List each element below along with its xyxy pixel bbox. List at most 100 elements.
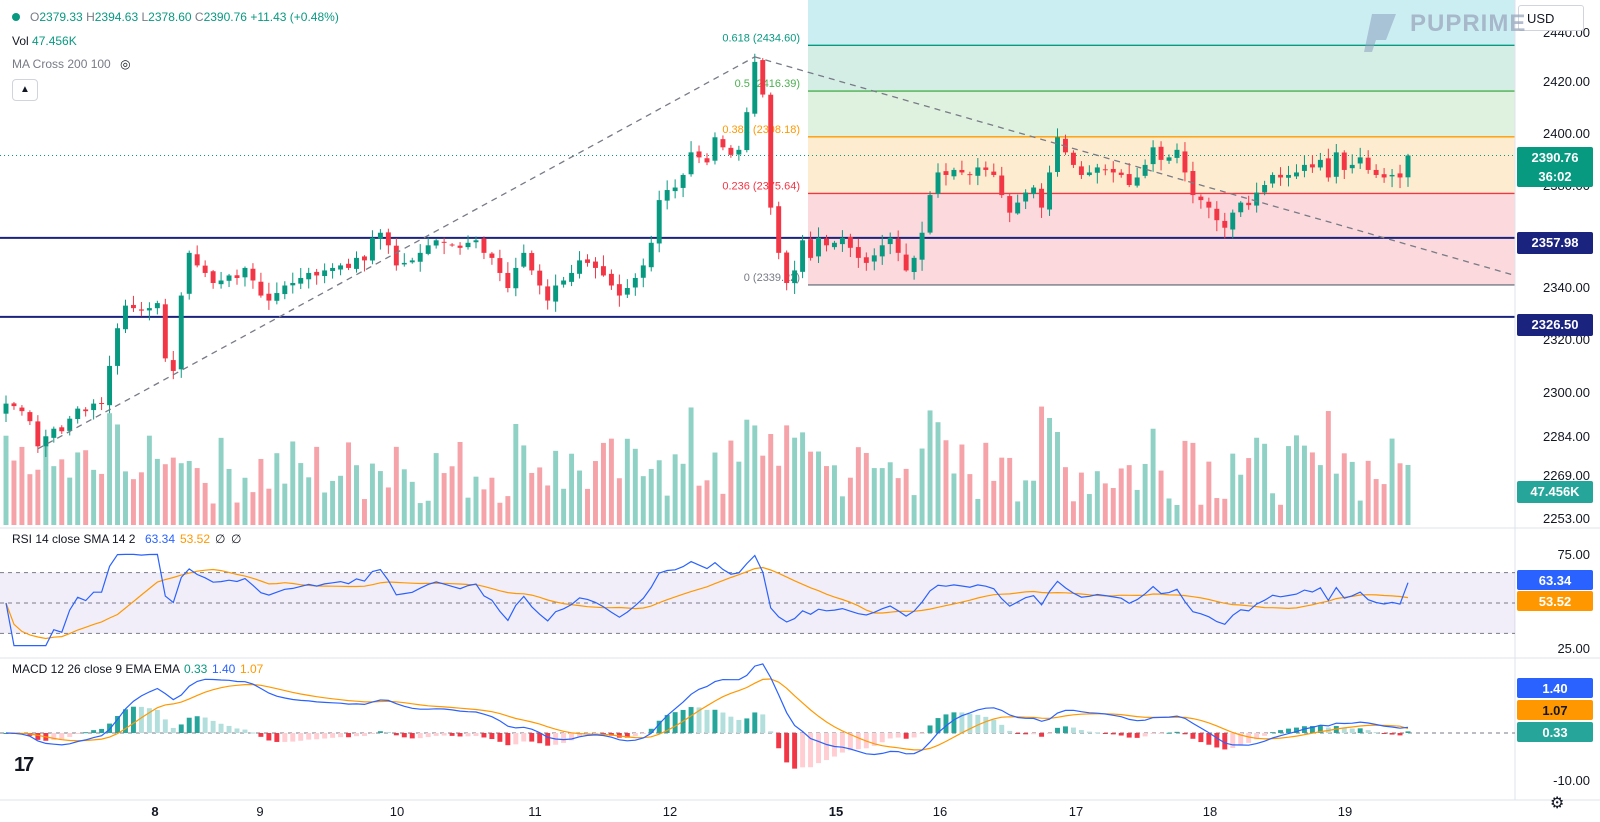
candle-body [210, 271, 216, 283]
volume-bar [616, 478, 622, 525]
volume-bar [75, 452, 81, 525]
candle-body [1142, 164, 1148, 176]
macd-histogram-bar [1126, 733, 1132, 738]
volume-bar [800, 432, 806, 525]
candle-body [959, 169, 965, 173]
volume-bar [1278, 504, 1284, 525]
ma-cross-legend[interactable]: MA Cross 200 100 ◎ [12, 57, 131, 71]
candle-body [59, 427, 65, 432]
volume-bar [1047, 417, 1053, 525]
volume-bar [409, 481, 415, 525]
volume-bar [553, 450, 559, 525]
candle-body [202, 265, 208, 273]
volume-bar [903, 468, 909, 525]
candle-body [1254, 192, 1260, 206]
macd-histogram-bar [1055, 727, 1060, 733]
candle-body [561, 280, 567, 285]
candle-body [800, 240, 806, 272]
volume-bar [816, 451, 821, 525]
macd-histogram-bar [1047, 733, 1053, 734]
volume-bar [577, 470, 583, 525]
volume-bar [250, 492, 256, 525]
volume-bar [919, 448, 925, 525]
candle-body [186, 252, 192, 294]
volume-bar [1015, 501, 1021, 525]
candle-body [115, 328, 120, 366]
volume-bar [298, 463, 304, 525]
candle-body [1309, 164, 1315, 168]
candle-body [1230, 212, 1236, 230]
candle-body [720, 139, 726, 148]
volume-bar [481, 489, 487, 525]
macd-histogram-bar [481, 733, 487, 738]
volume-bar [465, 497, 471, 525]
support-badge-upper: 2357.98 [1517, 232, 1593, 254]
candle-body [1118, 172, 1124, 175]
volume-bar [831, 465, 837, 525]
candle-body [1365, 157, 1371, 170]
macd-histogram-bar [672, 712, 678, 733]
macd-histogram-bar [1062, 726, 1068, 733]
volume-bar [11, 460, 17, 525]
volume-bar [569, 453, 575, 525]
macd-histogram-bar [839, 733, 845, 753]
fib-level-label: 0.382 (2398.18) [722, 124, 800, 136]
volume-bar [1317, 465, 1323, 525]
candle-body [258, 281, 264, 296]
macd-histogram-bar [433, 733, 439, 736]
volume-bar [1270, 493, 1276, 525]
last-price-badge: 2390.76 36:02 [1517, 147, 1593, 187]
currency-selector[interactable]: USD [1518, 5, 1584, 31]
macd-histogram-bar [616, 733, 622, 738]
volume-bar [441, 473, 447, 525]
volume-bar [1405, 464, 1411, 525]
volume-bar [1158, 470, 1164, 525]
volume-bar [760, 455, 766, 525]
candle-body [67, 418, 73, 431]
volume-bar [226, 468, 232, 525]
candle-body [927, 195, 933, 233]
volume-bar [1286, 446, 1291, 525]
volume-bar [1373, 479, 1379, 525]
volume-bar [1062, 467, 1068, 525]
macd-histogram-bar [1023, 733, 1029, 735]
volume-bar [1031, 480, 1037, 525]
candle-body [138, 309, 144, 311]
macd-histogram-bar [1397, 733, 1403, 736]
candle-body [99, 403, 105, 405]
macd-histogram-bar [632, 733, 638, 737]
macd-histogram-bar [1086, 731, 1092, 733]
candle-body [83, 409, 89, 412]
candle-body [879, 245, 885, 257]
candle-body [752, 61, 758, 114]
macd-histogram-bar [1150, 733, 1156, 734]
candle-body [401, 262, 407, 265]
macd-histogram-bar [385, 731, 391, 733]
candle-body [784, 252, 790, 283]
macd-badge: 1.40 [1517, 678, 1593, 698]
candle-body [91, 403, 97, 411]
candle-body [497, 258, 503, 273]
eye-hidden-icon[interactable]: ◎ [120, 57, 131, 71]
candle-body [1015, 202, 1021, 214]
support-badge-lower-text: 2326.50 [1532, 317, 1579, 332]
macd-badge-text: 1.40 [1542, 681, 1567, 696]
macd-title: MACD 12 26 close 9 EMA EMA [12, 662, 180, 676]
collapse-legend-button[interactable]: ▲ [12, 79, 38, 101]
candle-body [600, 266, 606, 276]
macd-histogram-bar [409, 733, 415, 739]
volume-bar [306, 477, 312, 525]
macd-histogram-bar [130, 706, 136, 733]
candle-body [760, 60, 766, 95]
gear-icon[interactable]: ⚙ [1550, 795, 1565, 812]
candle-body [1373, 169, 1379, 175]
macd-histogram-bar [194, 716, 200, 733]
rsi-null-value: ∅ [231, 532, 241, 546]
candle-body [338, 265, 344, 270]
volume-bar [210, 503, 216, 525]
rsi-sma-badge-bg [1517, 591, 1593, 611]
candle-body [123, 305, 128, 330]
volume-bar [808, 451, 814, 525]
volume-bar [282, 483, 288, 525]
